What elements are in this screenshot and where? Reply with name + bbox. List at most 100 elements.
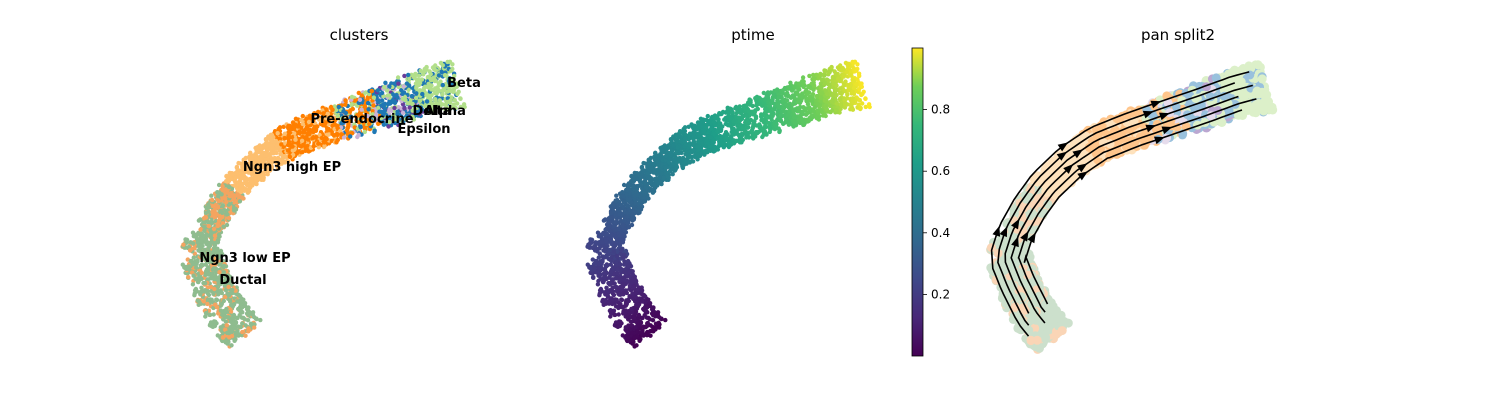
cell-point (293, 137, 298, 142)
cell-point (763, 124, 768, 130)
cell-point (216, 232, 221, 238)
cell-point (215, 223, 221, 229)
cell-point (248, 321, 254, 326)
cell-point (616, 312, 621, 317)
cell-point (286, 129, 292, 135)
cell-point (379, 90, 385, 96)
cell-point (198, 292, 203, 297)
panel-ptime: ptime 0.20.40.60.8 (585, 26, 950, 357)
cell-point (720, 124, 725, 129)
cell-point (606, 299, 611, 304)
cell-point (203, 215, 209, 220)
cell-point (303, 126, 309, 131)
cell-point (275, 131, 280, 136)
cell-point (835, 65, 841, 70)
cell-point (636, 302, 641, 307)
cell-point (237, 313, 242, 318)
cell-point (440, 92, 445, 97)
cell-point (630, 341, 635, 346)
cell-point (208, 220, 213, 225)
cell-point (228, 298, 233, 304)
cell-point (402, 73, 407, 79)
cell-point (210, 267, 215, 272)
cell-point (293, 116, 299, 122)
cell-point (188, 240, 193, 245)
cell-point (381, 104, 386, 109)
cell-point (761, 132, 766, 138)
cell-point (314, 134, 319, 140)
cluster-label: Ductal (219, 273, 266, 288)
cell-point (343, 98, 348, 103)
cell-point (225, 341, 230, 346)
cell-point (800, 75, 806, 80)
cell-point (728, 135, 733, 141)
cell-point (429, 87, 434, 92)
cell-point (601, 218, 607, 223)
cell-point (788, 80, 793, 86)
cell-point (433, 90, 438, 96)
cell-point (626, 298, 631, 304)
cell-point (213, 319, 218, 324)
cell-point (636, 312, 642, 318)
cell-point (350, 106, 355, 112)
cell-point (608, 289, 614, 294)
cell-point (838, 102, 843, 107)
cell-point (241, 297, 246, 302)
cell-point (623, 308, 629, 313)
cell-point (212, 233, 218, 238)
cell-point (649, 165, 654, 170)
cell-point (216, 199, 221, 204)
cell-point (729, 107, 734, 112)
cluster-label: Beta (447, 76, 481, 91)
cell-point (426, 81, 431, 87)
cell-point (634, 343, 639, 348)
cell-point (439, 69, 444, 75)
cell-point (212, 206, 218, 212)
cell-point (348, 134, 353, 139)
cell-point (246, 312, 251, 318)
cell-point (220, 184, 225, 189)
cell-point (387, 84, 392, 89)
cell-point (224, 306, 229, 312)
cell-point (808, 116, 814, 122)
cell-point (753, 114, 759, 120)
cell-point (665, 174, 670, 179)
cell-point (229, 290, 234, 296)
cell-point (211, 291, 216, 296)
cell-point (237, 199, 243, 204)
cell-point (202, 281, 208, 286)
cell-point (753, 134, 758, 139)
cell-point (737, 118, 742, 124)
cell-point (357, 97, 363, 103)
cell-point (323, 135, 328, 141)
cell-point (250, 312, 255, 317)
cell-point (631, 276, 636, 281)
cell-point (836, 76, 841, 81)
cell-point (220, 210, 225, 215)
cell-point (299, 138, 305, 143)
cell-point (424, 99, 430, 104)
cell-point (698, 116, 704, 122)
cell-point (726, 111, 731, 116)
cell-point (382, 85, 387, 90)
cell-point (619, 305, 625, 310)
cell-point (206, 245, 211, 250)
cell-point (431, 76, 436, 81)
cell-point (697, 131, 702, 136)
cell-point (195, 240, 200, 245)
cell-point (727, 140, 732, 145)
cell-point (604, 270, 609, 276)
cell-point (391, 99, 396, 105)
cell-point (863, 96, 868, 102)
cell-point (290, 144, 295, 149)
cell-point (220, 203, 226, 208)
cell-point (220, 335, 226, 340)
cell-point (815, 114, 820, 120)
cell-point (417, 80, 423, 86)
cell-point (867, 104, 872, 110)
cell-point (597, 291, 602, 296)
cell-point (273, 138, 279, 144)
cell-point (238, 181, 243, 186)
cell-point (621, 262, 627, 267)
cell-point (199, 270, 204, 276)
